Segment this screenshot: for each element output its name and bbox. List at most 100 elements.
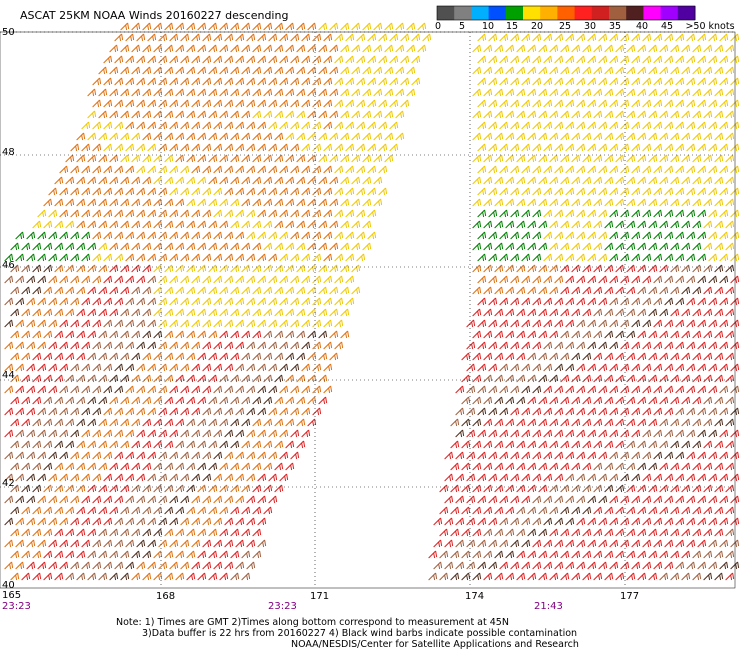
wind-barb: [582, 330, 592, 339]
wind-barb: [54, 418, 64, 427]
wind-barb: [59, 561, 69, 570]
wind-barb: [708, 143, 718, 152]
wind-barb: [444, 539, 454, 548]
wind-barb: [631, 275, 641, 284]
wind-barb: [92, 429, 102, 438]
wind-barb: [692, 352, 702, 361]
wind-barb: [142, 110, 152, 119]
wind-barb: [582, 286, 592, 295]
wind-barb: [664, 341, 674, 350]
wind-barb: [142, 132, 152, 141]
wind-barb: [697, 495, 707, 504]
wind-barb: [505, 352, 515, 361]
lat-label: 44: [2, 370, 15, 381]
wind-barb: [98, 176, 108, 185]
wind-barb: [59, 165, 69, 174]
wind-barb: [109, 330, 119, 339]
wind-barb: [730, 165, 740, 174]
wind-barb: [708, 209, 718, 218]
wind-barb: [604, 352, 614, 361]
wind-barb: [202, 341, 212, 350]
wind-barb: [307, 242, 317, 251]
wind-barb: [290, 319, 300, 328]
wind-barb: [224, 451, 234, 460]
wind-barb: [268, 429, 278, 438]
wind-barb: [681, 352, 691, 361]
wind-barb: [659, 88, 669, 97]
wind-barb: [120, 308, 130, 317]
wind-barb: [230, 330, 240, 339]
wind-barb: [103, 231, 113, 240]
wind-barb: [87, 374, 97, 383]
wind-barb: [114, 539, 124, 548]
wind-barb: [615, 418, 625, 427]
wind-barb: [714, 506, 724, 515]
wind-barb: [10, 462, 20, 471]
wind-barb: [92, 253, 102, 262]
wind-barb: [279, 275, 289, 284]
wind-barb: [191, 209, 201, 218]
wind-barb: [455, 495, 465, 504]
wind-barb: [587, 187, 597, 196]
wind-barb: [164, 242, 174, 251]
wind-barb: [268, 99, 278, 108]
wind-barb: [312, 55, 322, 64]
wind-barb: [587, 297, 597, 306]
wind-barb: [98, 154, 108, 163]
wind-barb: [197, 286, 207, 295]
wind-barb: [230, 88, 240, 97]
wind-barb: [114, 297, 124, 306]
wind-barb: [37, 429, 47, 438]
wind-barb: [543, 209, 553, 218]
colorbar-label: 0: [434, 21, 442, 32]
wind-barb: [549, 550, 559, 559]
wind-barb: [554, 33, 564, 42]
wind-barb: [202, 99, 212, 108]
wind-barb: [279, 451, 289, 460]
wind-barb: [125, 121, 135, 130]
wind-barb: [686, 517, 696, 526]
wind-barb: [675, 341, 685, 350]
wind-barb: [32, 484, 42, 493]
wind-barb: [620, 275, 630, 284]
wind-barb: [81, 209, 91, 218]
wind-barb: [131, 462, 141, 471]
wind-barb: [400, 33, 410, 42]
wind-barb: [345, 209, 355, 218]
wind-barb: [444, 495, 454, 504]
wind-barb: [362, 154, 372, 163]
wind-barb: [180, 165, 190, 174]
wind-barb: [59, 539, 69, 548]
wind-barb: [81, 297, 91, 306]
wind-barb: [125, 429, 135, 438]
wind-barb: [521, 165, 531, 174]
wind-barb: [626, 242, 636, 251]
wind-barb: [257, 77, 267, 86]
wind-barb: [516, 198, 526, 207]
wind-barb: [235, 451, 245, 460]
wind-barb: [455, 539, 465, 548]
wind-barb: [169, 341, 179, 350]
wind-barb: [21, 550, 31, 559]
wind-barb: [670, 352, 680, 361]
wind-barb: [692, 44, 702, 53]
wind-barb: [164, 286, 174, 295]
wind-barb: [730, 539, 740, 548]
wind-barb: [609, 165, 619, 174]
wind-barb: [527, 352, 537, 361]
wind-barb: [274, 462, 284, 471]
wind-barb: [92, 451, 102, 460]
colorbar-swatch: [677, 6, 696, 20]
wind-barb: [4, 495, 14, 504]
wind-barb: [609, 319, 619, 328]
wind-barb: [241, 198, 251, 207]
wind-barb: [664, 99, 674, 108]
wind-barb: [642, 187, 652, 196]
wind-barb: [692, 198, 702, 207]
wind-barb: [26, 253, 36, 262]
wind-barb: [230, 220, 240, 229]
wind-barb: [21, 264, 31, 273]
wind-barb: [571, 220, 581, 229]
wind-barb: [186, 264, 196, 273]
